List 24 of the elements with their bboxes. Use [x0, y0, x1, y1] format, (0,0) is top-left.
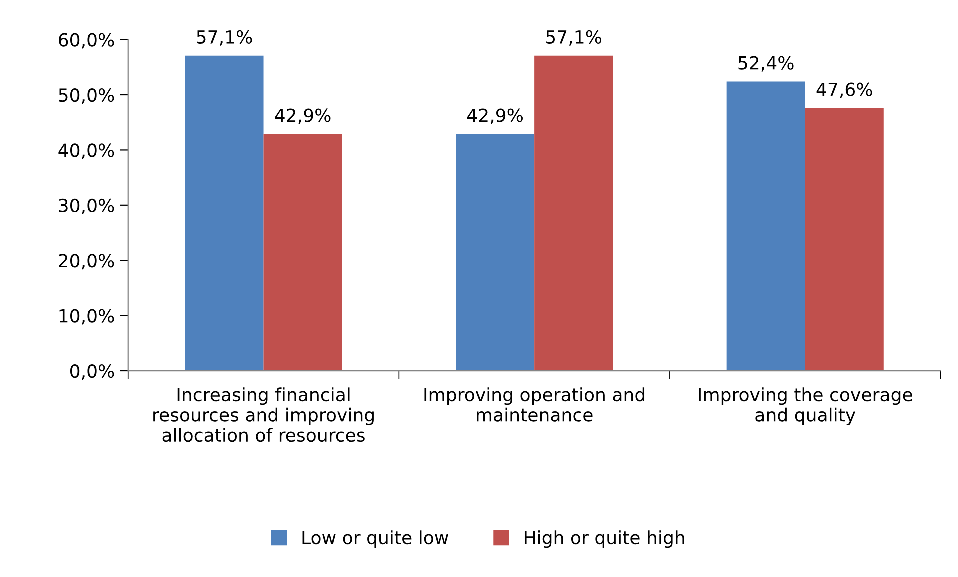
- data-label: 57,1%: [197, 30, 252, 46]
- legend-label: Low or quite low: [302, 530, 448, 548]
- x-tick-label: Improving the coverage and quality: [699, 388, 912, 426]
- y-tick-label: 40,0%: [58, 144, 114, 160]
- legend-label: High or quite high: [524, 530, 684, 548]
- y-tick-label: 30,0%: [59, 198, 114, 214]
- bar: [805, 108, 884, 372]
- x-tick-label: Increasing financial resources and improving allocation of resources: [154, 388, 374, 442]
- data-label: 42,9%: [275, 108, 331, 124]
- y-tick-label: 50,0%: [59, 88, 114, 104]
- y-tick-label: 60,0%: [59, 33, 114, 49]
- y-tick-label: 0,0%: [70, 364, 114, 380]
- data-label: 47,6%: [816, 82, 872, 98]
- data-label: 57,1%: [546, 30, 602, 46]
- bar: [534, 56, 614, 372]
- y-tick-label: 10,0%: [60, 309, 114, 325]
- data-label: 52,4%: [738, 56, 794, 72]
- x-tick-label: Improving operation and maintenance: [424, 388, 645, 422]
- bar: [185, 56, 264, 372]
- bar: [264, 134, 342, 372]
- data-label: 42,9%: [468, 108, 523, 124]
- bar: [456, 134, 535, 372]
- bar: [726, 82, 806, 372]
- y-tick-label: 20,0%: [59, 254, 114, 270]
